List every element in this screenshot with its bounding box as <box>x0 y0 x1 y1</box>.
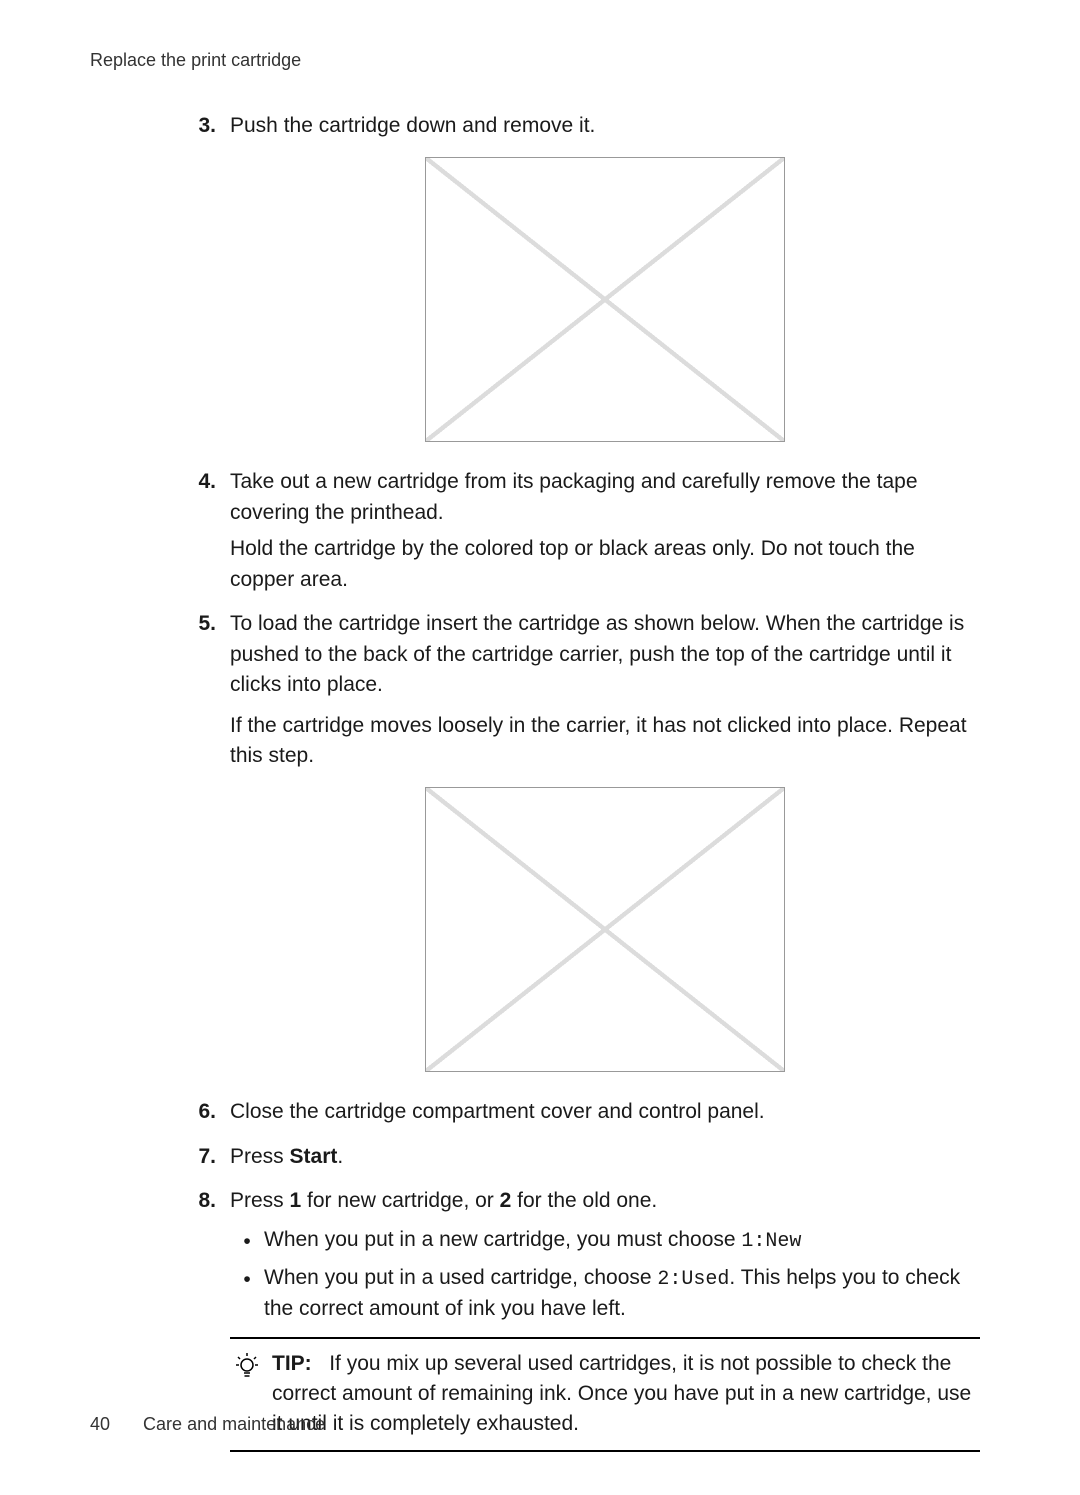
step-4-p2: Hold the cartridge by the colored top or… <box>230 534 980 595</box>
text: Press <box>230 1189 290 1212</box>
list-item: • When you put in a new cartridge, you m… <box>230 1225 980 1257</box>
key-1: 1 <box>290 1189 302 1212</box>
bullet-dot: • <box>230 1263 264 1324</box>
tip-body: If you mix up several used cartridges, i… <box>272 1352 971 1436</box>
step-number: 7. <box>190 1142 230 1178</box>
tip-label: TIP: <box>272 1352 312 1375</box>
step-body: To load the cartridge insert the cartrid… <box>230 609 980 777</box>
step-6-text: Close the cartridge compartment cover an… <box>230 1097 980 1127</box>
step-8-text: Press 1 for new cartridge, or 2 for the … <box>230 1186 980 1216</box>
step-number: 5. <box>190 609 230 777</box>
text: for the old one. <box>511 1189 657 1212</box>
step-7-text: Press Start. <box>230 1142 980 1172</box>
page: Replace the print cartridge 3. Push the … <box>0 0 1080 1495</box>
step-number: 6. <box>190 1097 230 1133</box>
text: for new cartridge, or <box>301 1189 499 1212</box>
step-body: Close the cartridge compartment cover an… <box>230 1097 980 1133</box>
key-start: Start <box>290 1145 338 1168</box>
text: When you put in a new cartridge, you mus… <box>264 1228 741 1251</box>
page-footer: 40 Care and maintenance <box>90 1414 325 1435</box>
tip-callout: TIP: If you mix up several used cartridg… <box>230 1337 980 1452</box>
step-number: 8. <box>190 1186 230 1452</box>
section-name: Care and maintenance <box>143 1414 325 1434</box>
key-2: 2 <box>500 1189 512 1212</box>
page-number: 40 <box>90 1414 110 1434</box>
code-new: 1:New <box>741 1230 801 1253</box>
step-number: 3. <box>190 111 230 147</box>
text: . <box>337 1145 343 1168</box>
main-content: 3. Push the cartridge down and remove it… <box>90 111 990 1452</box>
step-body: Press 1 for new cartridge, or 2 for the … <box>230 1186 980 1452</box>
code-used: 2:Used <box>657 1268 729 1291</box>
bullet-dot: • <box>230 1225 264 1257</box>
step-4: 4. Take out a new cartridge from its pac… <box>190 467 980 601</box>
step-5-p2: If the cartridge moves loosely in the ca… <box>230 711 980 772</box>
step-8: 8. Press 1 for new cartridge, or 2 for t… <box>190 1186 980 1452</box>
list-item: • When you put in a used cartridge, choo… <box>230 1263 980 1324</box>
figure-remove-cartridge <box>230 157 980 447</box>
step-6: 6. Close the cartridge compartment cover… <box>190 1097 980 1133</box>
figure-insert-cartridge <box>230 787 980 1077</box>
step-3: 3. Push the cartridge down and remove it… <box>190 111 980 147</box>
step-body: Take out a new cartridge from its packag… <box>230 467 980 601</box>
step-body: Push the cartridge down and remove it. <box>230 111 980 147</box>
step-5-p1: To load the cartridge insert the cartrid… <box>230 609 980 700</box>
illustration-placeholder <box>425 157 785 442</box>
text: Press <box>230 1145 290 1168</box>
page-header: Replace the print cartridge <box>90 50 990 71</box>
illustration-placeholder <box>425 787 785 1072</box>
bullet-text: When you put in a new cartridge, you mus… <box>264 1225 980 1257</box>
step-number: 4. <box>190 467 230 601</box>
tip-text: TIP: If you mix up several used cartridg… <box>272 1349 976 1440</box>
step-7: 7. Press Start. <box>190 1142 980 1178</box>
text: When you put in a used cartridge, choose <box>264 1266 657 1289</box>
step-5: 5. To load the cartridge insert the cart… <box>190 609 980 777</box>
step-8-bullets: • When you put in a new cartridge, you m… <box>230 1225 980 1325</box>
step-3-text: Push the cartridge down and remove it. <box>230 111 980 141</box>
step-4-p1: Take out a new cartridge from its packag… <box>230 467 980 528</box>
step-body: Press Start. <box>230 1142 980 1178</box>
bullet-text: When you put in a used cartridge, choose… <box>264 1263 980 1324</box>
